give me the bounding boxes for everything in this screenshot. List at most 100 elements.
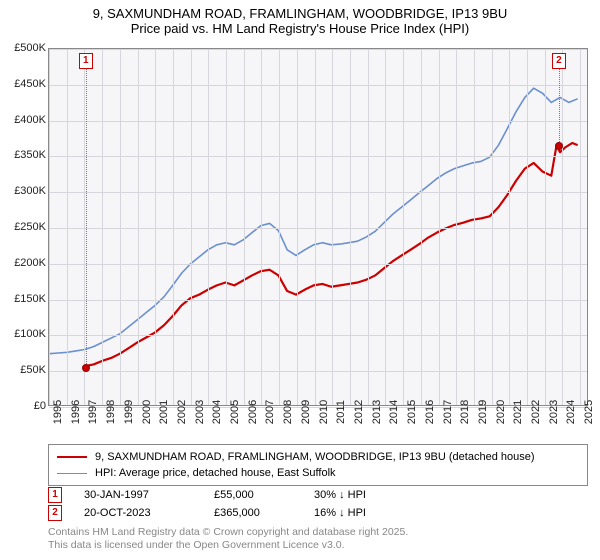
gridline-vertical <box>368 49 369 405</box>
x-axis-tick-label: 2009 <box>300 400 312 424</box>
gridline-vertical <box>474 49 475 405</box>
y-axis-tick-label: £200K <box>6 257 46 269</box>
x-axis-tick-label: 2004 <box>211 400 223 424</box>
gridline-vertical <box>155 49 156 405</box>
x-axis-tick-label: 1999 <box>123 400 135 424</box>
x-axis-tick-label: 1997 <box>87 400 99 424</box>
gridline-horizontal <box>49 121 587 122</box>
footnote-line1: Contains HM Land Registry data © Crown c… <box>48 526 588 539</box>
x-axis-tick-label: 2001 <box>158 400 170 424</box>
transaction-vs-hpi: 30% ↓ HPI <box>314 489 424 501</box>
series-line-hpi <box>50 88 578 354</box>
gridline-horizontal <box>49 264 587 265</box>
x-axis-tick-label: 2006 <box>247 400 259 424</box>
gridline-vertical <box>509 49 510 405</box>
transaction-price: £55,000 <box>214 489 314 501</box>
gridline-horizontal <box>49 49 587 50</box>
x-axis-tick-label: 2007 <box>264 400 276 424</box>
gridline-vertical <box>208 49 209 405</box>
transaction-marker: 1 <box>48 487 62 503</box>
gridline-vertical <box>173 49 174 405</box>
marker-label-box: 1 <box>79 53 93 69</box>
gridline-vertical <box>191 49 192 405</box>
x-axis-tick-label: 2024 <box>565 400 577 424</box>
gridline-horizontal <box>49 156 587 157</box>
transaction-marker: 2 <box>48 505 62 521</box>
x-axis-tick-label: 2012 <box>353 400 365 424</box>
x-axis-tick-label: 2010 <box>318 400 330 424</box>
gridline-vertical <box>297 49 298 405</box>
transaction-price: £365,000 <box>214 507 314 519</box>
y-axis-tick-label: £450K <box>6 78 46 90</box>
gridline-vertical <box>244 49 245 405</box>
marker-dot <box>82 364 90 372</box>
legend-row: 9, SAXMUNDHAM ROAD, FRAMLINGHAM, WOODBRI… <box>57 449 579 465</box>
y-axis-tick-label: £100K <box>6 328 46 340</box>
marker-label-box: 2 <box>552 53 566 69</box>
gridline-vertical <box>67 49 68 405</box>
gridline-vertical <box>421 49 422 405</box>
x-axis-tick-label: 2020 <box>495 400 507 424</box>
chart-title-block: 9, SAXMUNDHAM ROAD, FRAMLINGHAM, WOODBRI… <box>0 0 600 38</box>
y-axis-tick-label: £300K <box>6 185 46 197</box>
gridline-horizontal <box>49 371 587 372</box>
gridline-vertical <box>261 49 262 405</box>
gridline-vertical <box>315 49 316 405</box>
chart-plot-area: 12 <box>48 48 588 406</box>
y-axis-tick-label: £50K <box>6 364 46 376</box>
y-axis-tick-label: £400K <box>6 114 46 126</box>
gridline-vertical <box>439 49 440 405</box>
gridline-horizontal <box>49 85 587 86</box>
x-axis-tick-label: 2016 <box>424 400 436 424</box>
y-axis-tick-label: £350K <box>6 149 46 161</box>
legend-swatch <box>57 456 87 458</box>
x-axis-tick-label: 2003 <box>194 400 206 424</box>
gridline-vertical <box>120 49 121 405</box>
gridline-vertical <box>545 49 546 405</box>
chart-svg <box>49 49 587 405</box>
gridline-horizontal <box>49 300 587 301</box>
x-axis-tick-label: 2023 <box>548 400 560 424</box>
y-axis-tick-label: £500K <box>6 42 46 54</box>
gridline-horizontal <box>49 192 587 193</box>
transaction-date: 20-OCT-2023 <box>84 507 214 519</box>
chart-title-line2: Price paid vs. HM Land Registry's House … <box>10 21 590 36</box>
gridline-vertical <box>562 49 563 405</box>
transaction-date: 30-JAN-1997 <box>84 489 214 501</box>
y-axis-tick-label: £250K <box>6 221 46 233</box>
gridline-horizontal <box>49 228 587 229</box>
data-source-footnote: Contains HM Land Registry data © Crown c… <box>48 526 588 552</box>
gridline-vertical <box>279 49 280 405</box>
x-axis-tick-label: 2008 <box>282 400 294 424</box>
chart-legend: 9, SAXMUNDHAM ROAD, FRAMLINGHAM, WOODBRI… <box>48 444 588 486</box>
marker-guideline <box>559 69 560 146</box>
legend-row: HPI: Average price, detached house, East… <box>57 465 579 481</box>
x-axis-tick-label: 2025 <box>583 400 595 424</box>
gridline-vertical <box>102 49 103 405</box>
x-axis-tick-label: 2021 <box>512 400 524 424</box>
x-axis-tick-label: 2017 <box>442 400 454 424</box>
x-axis-tick-label: 2000 <box>141 400 153 424</box>
x-axis-tick-label: 2013 <box>371 400 383 424</box>
transaction-row: 1 30-JAN-1997£55,00030% ↓ HPI <box>48 486 588 504</box>
x-axis-tick-label: 2019 <box>477 400 489 424</box>
gridline-vertical <box>456 49 457 405</box>
x-axis-tick-label: 2018 <box>459 400 471 424</box>
gridline-vertical <box>580 49 581 405</box>
y-axis-tick-label: £150K <box>6 293 46 305</box>
chart-title-line1: 9, SAXMUNDHAM ROAD, FRAMLINGHAM, WOODBRI… <box>10 6 590 21</box>
gridline-vertical <box>49 49 50 405</box>
gridline-vertical <box>332 49 333 405</box>
gridline-vertical <box>385 49 386 405</box>
transaction-summary: 1 30-JAN-1997£55,00030% ↓ HPI 2 20-OCT-2023… <box>48 486 588 522</box>
x-axis-tick-label: 1998 <box>105 400 117 424</box>
gridline-vertical <box>492 49 493 405</box>
transaction-row: 220-OCT-2023£365,00016% ↓ HPI <box>48 504 588 522</box>
footnote-line2: This data is licensed under the Open Gov… <box>48 539 588 552</box>
gridline-horizontal <box>49 335 587 336</box>
gridline-vertical <box>350 49 351 405</box>
x-axis-tick-label: 2015 <box>406 400 418 424</box>
gridline-vertical <box>226 49 227 405</box>
legend-swatch <box>57 473 87 474</box>
gridline-vertical <box>138 49 139 405</box>
